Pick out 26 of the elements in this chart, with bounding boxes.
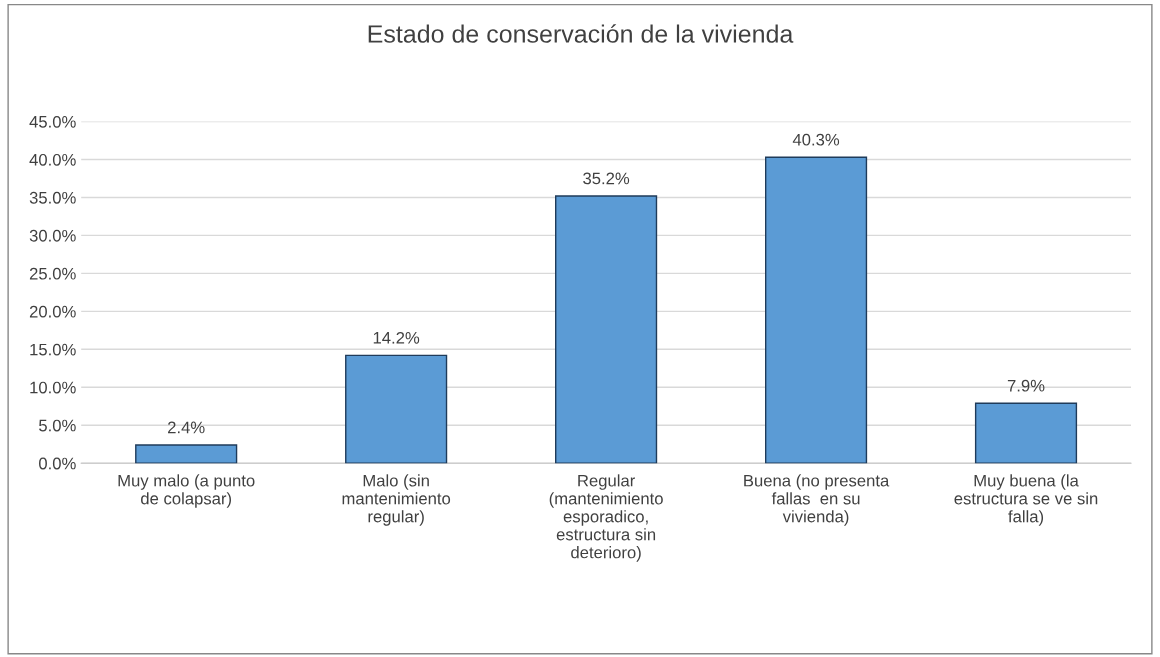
bar	[135, 444, 238, 464]
y-tick-label: 35.0%	[29, 191, 76, 204]
y-tick-label: 30.0%	[29, 229, 76, 242]
x-tick-label: Muy malo (a punto de colapsar)	[118, 474, 255, 508]
x-tick-label: Malo (sin mantenimiento regular)	[342, 474, 451, 526]
y-tick-label: 45.0%	[29, 115, 76, 128]
x-tick-label: Buena (no presenta fallas en su vivienda)	[744, 474, 890, 526]
data-label: 14.2%	[373, 331, 420, 344]
x-tick-label: Muy buena (la estructura se ve sin falla)	[954, 474, 1098, 526]
y-tick-label: 10.0%	[30, 381, 76, 394]
data-label: 2.4%	[168, 421, 205, 434]
y-tick-label: 5.0%	[39, 419, 76, 432]
y-tick-label: 20.0%	[29, 305, 76, 318]
data-label: 35.2%	[583, 172, 630, 185]
data-label: 40.3%	[792, 133, 840, 146]
y-tick-label: 40.0%	[29, 153, 76, 166]
y-tick-label: 15.0%	[30, 343, 76, 356]
chart-title: Estado de conservación de la vivienda	[368, 24, 794, 43]
bar	[764, 156, 868, 464]
y-tick-label: 0.0%	[39, 457, 76, 470]
x-tick-label: Regular (mantenimiento esporadico, estructura sin deterioro)	[549, 474, 663, 562]
data-label: 7.9%	[1007, 379, 1045, 392]
bar	[555, 195, 658, 464]
y-tick-label: 25.0%	[29, 267, 76, 280]
bar	[974, 402, 1078, 464]
bar	[345, 354, 448, 464]
